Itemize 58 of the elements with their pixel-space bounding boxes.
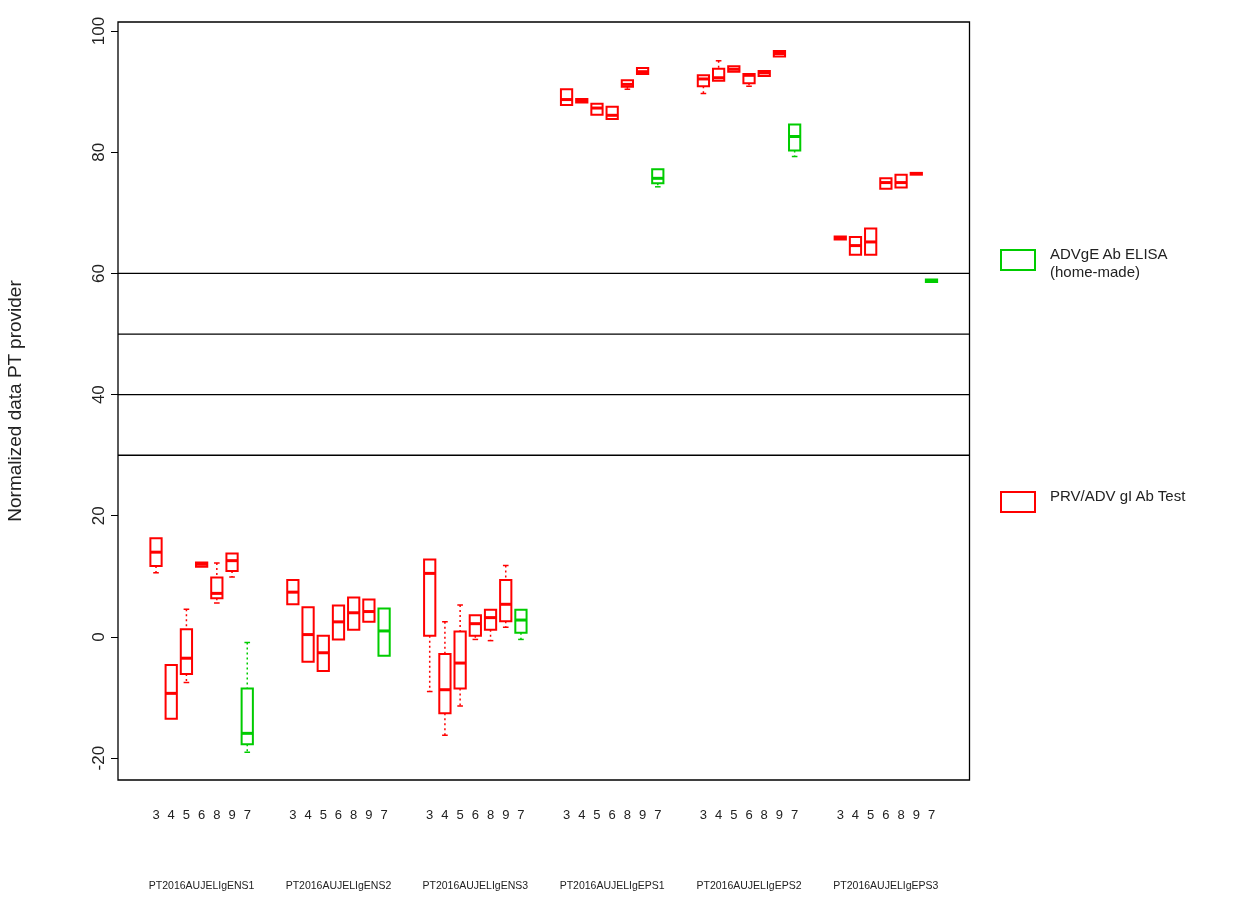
x-tick-label: 5: [867, 807, 875, 823]
x-tick-label: 9: [228, 807, 236, 823]
x-tick-label: 6: [471, 807, 479, 823]
x-tick-label: 5: [319, 807, 327, 823]
legend-label: PRV/ADV gI Ab Test: [1050, 487, 1187, 505]
x-tick-label: 5: [456, 807, 464, 823]
text: PT2016AUJELIgEPS2: [696, 878, 802, 891]
x-tick-label: 6: [334, 807, 343, 823]
x-tick-label: 7: [243, 807, 251, 823]
y-tick-label: 60: [89, 263, 109, 283]
text: PT2016AUJELIgENS1: [148, 878, 255, 891]
x-tick-label: 7: [927, 807, 936, 823]
x-tick-label: 9: [775, 807, 784, 823]
x-tick-label: 7: [654, 807, 662, 823]
x-tick-label: 6: [745, 807, 753, 823]
x-tick-label: 4: [304, 807, 312, 823]
x-tick-label: 6: [882, 807, 890, 823]
y-tick-label: 20: [89, 506, 109, 526]
x-tick-label: 3: [152, 807, 160, 823]
x-tick-label: 9: [638, 807, 647, 823]
x-tick-label: 3: [836, 807, 844, 823]
x-tick-label: 3: [289, 807, 297, 823]
x-tick-label: 3: [699, 807, 708, 823]
legend-label: ADVgE Ab ELISA (home-made): [1050, 245, 1169, 281]
y-tick-label: 100: [89, 16, 109, 46]
x-tick-label: 6: [608, 807, 616, 823]
x-tick-label: 9: [912, 807, 920, 823]
x-tick-label: 8: [760, 807, 768, 823]
x-tick-label: 7: [517, 807, 525, 823]
y-tick-label: 80: [89, 142, 109, 162]
x-tick-label: 8: [350, 807, 358, 823]
x-tick-label: 7: [380, 807, 388, 823]
x-tick-label: 8: [486, 807, 495, 823]
y-tick-label: 0: [89, 632, 109, 642]
x-tick-label: 9: [502, 807, 510, 823]
x-tick-label: 8: [213, 807, 221, 823]
text: PT2016AUJELIgENS3: [422, 878, 529, 891]
y-axis-title: Normalized data PT provider: [3, 279, 25, 522]
x-tick-label: 4: [167, 807, 175, 823]
x-tick-label: 4: [851, 807, 860, 823]
x-tick-label: 6: [198, 807, 206, 823]
x-tick-label: 4: [715, 807, 723, 823]
x-tick-label: 4: [578, 807, 586, 823]
x-tick-label: 5: [593, 807, 601, 823]
x-tick-label: 5: [730, 807, 738, 823]
text: PT2016AUJELIgENS2: [285, 878, 392, 891]
x-tick-label: 7: [791, 807, 799, 823]
y-tick-label: 40: [89, 385, 109, 405]
x-tick-label: 3: [426, 807, 434, 823]
x-tick-label: 4: [441, 807, 449, 823]
x-tick-label: 3: [562, 807, 571, 823]
x-tick-label: 8: [623, 807, 631, 823]
x-tick-label: 9: [365, 807, 373, 823]
y-tick-label: -20: [89, 745, 109, 771]
text: PT2016AUJELIgEPS3: [833, 878, 939, 891]
x-tick-label: 5: [182, 807, 191, 823]
text: PT2016AUJELIgEPS1: [559, 878, 665, 891]
x-tick-label: 8: [897, 807, 905, 823]
